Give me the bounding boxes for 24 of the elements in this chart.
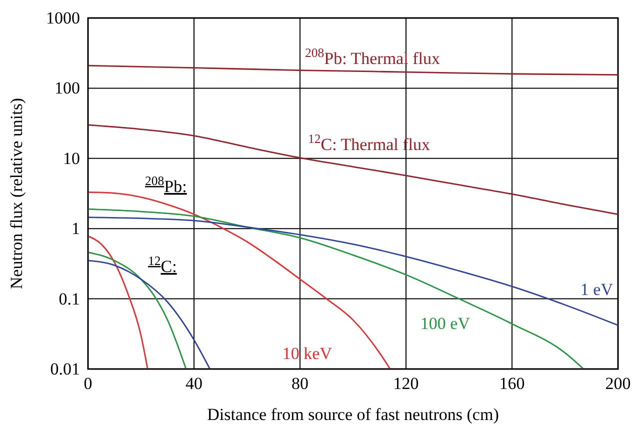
annotation: $^{208}$Pb:: [145, 174, 187, 196]
annotation: $^{12}$C:: [148, 254, 177, 276]
y-tick-label: 1000: [46, 8, 80, 28]
line-series: [87, 64, 619, 76]
line-series: [87, 235, 148, 370]
line-series: [87, 124, 619, 215]
x-tick-label: 160: [499, 374, 525, 394]
x-axis-title: Distance from source of fast neutrons (cm): [207, 405, 499, 424]
line-series: [87, 192, 391, 370]
y-tick-label: 0.01: [50, 359, 80, 378]
y-tick-label: 0.1: [58, 289, 80, 308]
x-tick-label: 120: [393, 374, 419, 394]
x-tick-label: 80: [292, 374, 308, 394]
y-tick-label: 1: [72, 219, 80, 238]
y-tick-label: 10: [63, 148, 80, 168]
x-tick-label: 0: [84, 374, 92, 394]
y-axis-title: Neutron flux (relative units): [7, 98, 26, 290]
series-label: 1 eV: [580, 280, 614, 299]
series-label: 10 keV: [282, 344, 333, 363]
y-tick-label: 100: [54, 78, 80, 98]
line-series: [87, 252, 187, 370]
x-tick-label: 200: [605, 374, 631, 394]
series-label: 100 eV: [420, 314, 471, 333]
x-tick-label: 40: [186, 374, 202, 394]
